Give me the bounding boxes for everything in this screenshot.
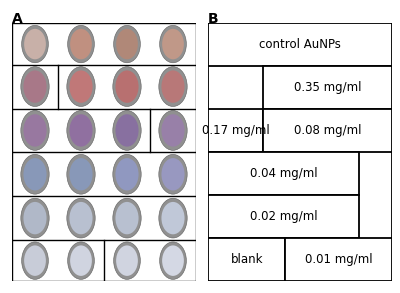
Circle shape <box>70 202 92 234</box>
Circle shape <box>70 29 92 59</box>
Circle shape <box>116 70 138 103</box>
Circle shape <box>162 202 184 234</box>
Text: 0.02 mg/ml: 0.02 mg/ml <box>250 210 317 223</box>
Circle shape <box>21 154 49 194</box>
Bar <box>208 152 359 195</box>
Circle shape <box>70 114 92 146</box>
Circle shape <box>160 25 186 63</box>
Circle shape <box>67 110 95 150</box>
Circle shape <box>160 242 186 279</box>
Text: A: A <box>12 12 23 26</box>
Text: 0.35 mg/ml: 0.35 mg/ml <box>294 81 361 94</box>
Bar <box>208 23 392 67</box>
Circle shape <box>116 114 138 146</box>
Text: blank: blank <box>230 253 263 266</box>
Circle shape <box>68 242 94 279</box>
Circle shape <box>113 110 141 150</box>
Circle shape <box>67 67 95 106</box>
Text: B: B <box>208 12 219 26</box>
Text: 0.17 mg/ml: 0.17 mg/ml <box>202 124 270 137</box>
Circle shape <box>159 154 187 194</box>
Circle shape <box>24 158 46 190</box>
Text: 0.08 mg/ml: 0.08 mg/ml <box>294 124 361 137</box>
Circle shape <box>68 25 94 63</box>
Circle shape <box>22 25 48 63</box>
Text: control AuNPs: control AuNPs <box>259 38 341 52</box>
Circle shape <box>70 158 92 190</box>
Text: 0.04 mg/ml: 0.04 mg/ml <box>250 167 317 180</box>
Circle shape <box>116 29 138 59</box>
Circle shape <box>116 202 138 234</box>
Circle shape <box>67 198 95 238</box>
Text: 0.01 mg/ml: 0.01 mg/ml <box>305 253 372 266</box>
Bar <box>263 109 392 152</box>
Circle shape <box>159 110 187 150</box>
Circle shape <box>24 202 46 234</box>
Circle shape <box>70 70 92 103</box>
Circle shape <box>162 246 184 276</box>
Circle shape <box>162 70 184 103</box>
Circle shape <box>113 67 141 106</box>
Circle shape <box>159 198 187 238</box>
Circle shape <box>21 67 49 106</box>
Circle shape <box>162 29 184 59</box>
Bar <box>208 109 263 152</box>
Circle shape <box>24 246 46 276</box>
Circle shape <box>21 198 49 238</box>
Circle shape <box>22 242 48 279</box>
Bar <box>263 67 392 109</box>
Circle shape <box>21 110 49 150</box>
Circle shape <box>116 246 138 276</box>
Circle shape <box>162 114 184 146</box>
Circle shape <box>113 154 141 194</box>
Circle shape <box>67 154 95 194</box>
Circle shape <box>70 246 92 276</box>
Bar <box>285 238 392 281</box>
Circle shape <box>162 158 184 190</box>
Bar <box>208 195 359 238</box>
Circle shape <box>24 114 46 146</box>
Circle shape <box>113 198 141 238</box>
Circle shape <box>24 29 46 59</box>
Circle shape <box>24 70 46 103</box>
Bar <box>208 238 285 281</box>
Circle shape <box>114 242 140 279</box>
Circle shape <box>116 158 138 190</box>
Circle shape <box>159 67 187 106</box>
Circle shape <box>114 25 140 63</box>
